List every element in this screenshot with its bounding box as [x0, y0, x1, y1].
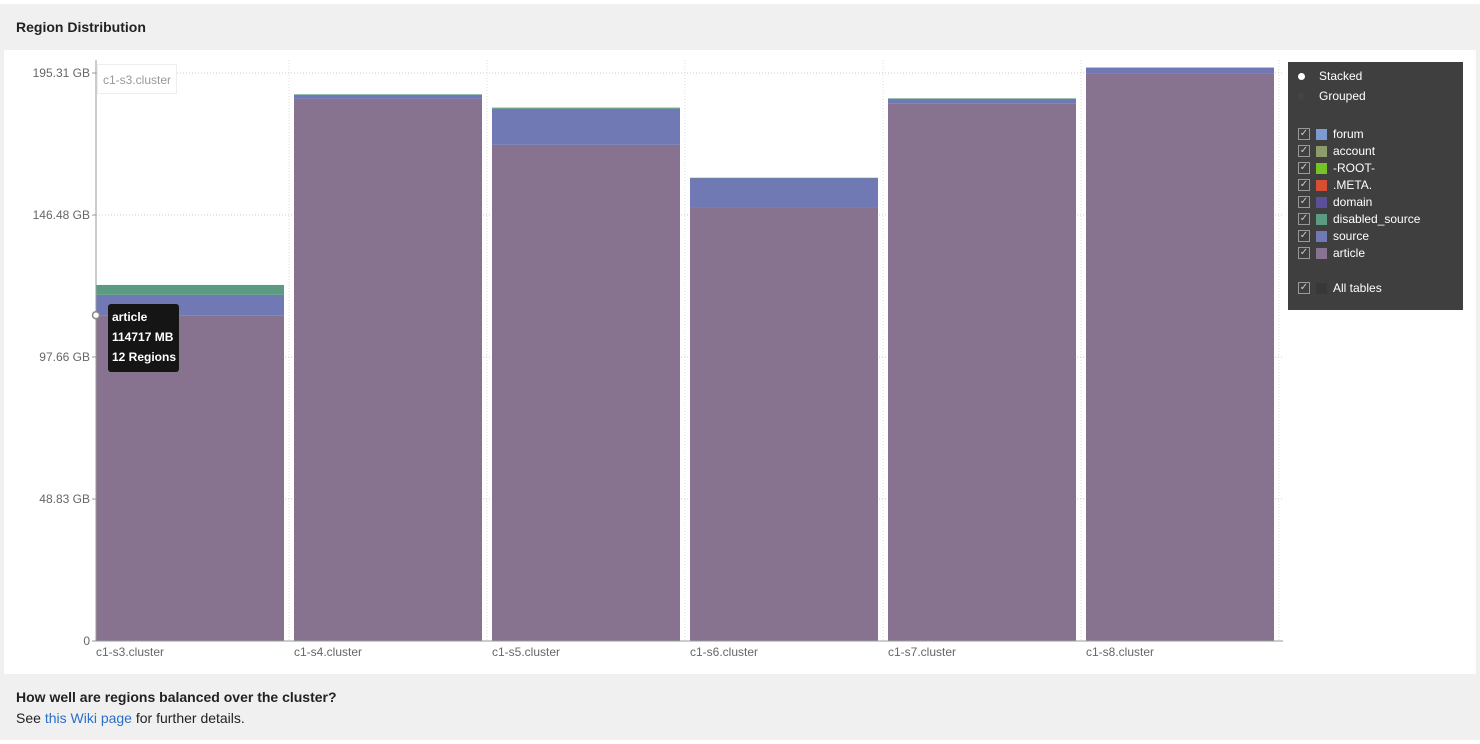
- panel-header: Region Distribution: [4, 4, 1476, 50]
- mode-label: Stacked: [1319, 69, 1363, 83]
- legend-label: article: [1333, 246, 1366, 260]
- checkbox-icon[interactable]: ✓: [1298, 247, 1310, 259]
- bar-segment-article: [690, 207, 878, 642]
- legend-item-source[interactable]: ✓ source: [1298, 228, 1369, 244]
- legend-item-article[interactable]: ✓ article: [1298, 245, 1365, 261]
- checkbox-icon[interactable]: ✓: [1298, 213, 1310, 225]
- color-swatch: [1316, 230, 1327, 242]
- tooltip: article 114717 MB 12 Regions: [108, 304, 179, 372]
- wiki-link[interactable]: this Wiki page: [44, 710, 132, 726]
- checkbox-icon[interactable]: ✓: [1298, 162, 1310, 174]
- tooltip-regions: 12 Regions: [112, 350, 177, 364]
- panel-title: Region Distribution: [16, 19, 146, 35]
- legend-item-domain[interactable]: ✓ domain: [1298, 194, 1372, 210]
- x-tick-label: c1-s5.cluster: [492, 645, 560, 659]
- x-tick-label: c1-s4.cluster: [294, 645, 362, 659]
- legend-item-all-tables[interactable]: ✓ All tables: [1298, 280, 1382, 296]
- legend-label: All tables: [1333, 281, 1382, 295]
- legend-label: disabled_source: [1333, 212, 1421, 226]
- mode-grouped[interactable]: Grouped: [1298, 88, 1366, 104]
- bar-segment-disabled-source: [96, 284, 284, 295]
- y-tick-label: 97.66 GB: [39, 350, 90, 364]
- bar-segment-source: [690, 178, 878, 208]
- bar-segment-article: [294, 98, 482, 641]
- mode-stacked[interactable]: Stacked: [1298, 68, 1362, 84]
- bar-segment-article: [1086, 73, 1274, 641]
- legend-panel: Stacked Grouped ✓ forum ✓ account ✓ -ROOT- ✓ .MET…: [1288, 62, 1463, 310]
- bar-segment-article: [888, 103, 1076, 642]
- checkbox-icon[interactable]: ✓: [1298, 128, 1310, 140]
- bar-segment-article: [492, 144, 680, 641]
- bar-segment-disabled-source: [888, 98, 1076, 99]
- legend-label: domain: [1333, 195, 1373, 209]
- legend-label: -ROOT-: [1333, 161, 1375, 175]
- bar-segment-disabled-source: [294, 94, 482, 95]
- bar-segment-disabled-source: [690, 177, 878, 179]
- checkbox-icon[interactable]: ✓: [1298, 145, 1310, 157]
- bar-segment-disabled-source: [1086, 67, 1274, 69]
- legend-item-disabled_source[interactable]: ✓ disabled_source: [1298, 211, 1420, 227]
- legend-label: source: [1333, 229, 1370, 243]
- color-swatch: [1316, 213, 1327, 225]
- legend-label: account: [1333, 144, 1376, 158]
- x-tick-label: c1-s6.cluster: [690, 645, 758, 659]
- legend-item-forum[interactable]: ✓ forum: [1298, 126, 1364, 142]
- radio-icon[interactable]: [1298, 92, 1305, 100]
- legend-item-root[interactable]: ✓ -ROOT-: [1298, 160, 1375, 176]
- bar-segment-disabled-source: [492, 107, 680, 109]
- y-tick-label: 48.83 GB: [39, 492, 90, 506]
- legend-item-meta[interactable]: ✓ .META.: [1298, 177, 1372, 193]
- tooltip-value: 114717 MB: [112, 330, 174, 344]
- bar-segment-source: [1086, 67, 1274, 74]
- color-swatch: [1316, 162, 1327, 174]
- checkbox-icon[interactable]: ✓: [1298, 282, 1310, 294]
- color-swatch: [1316, 282, 1327, 294]
- checkbox-icon[interactable]: ✓: [1298, 230, 1310, 242]
- panel-border-right: [1476, 4, 1480, 740]
- footer-details: See this Wiki page for further details.: [16, 710, 245, 726]
- x-tick-label: c1-s8.cluster: [1086, 645, 1154, 659]
- panel-footer: How well are regions balanced over the c…: [4, 674, 1476, 740]
- hover-annotation: c1-s3.cluster: [97, 64, 177, 94]
- mode-label: Grouped: [1319, 89, 1366, 103]
- checkbox-icon[interactable]: ✓: [1298, 196, 1310, 208]
- y-tick-label: 195.31 GB: [33, 66, 90, 80]
- x-tick-label: c1-s7.cluster: [888, 645, 956, 659]
- bar-segment-source: [888, 98, 1076, 104]
- y-tick-label: 146.48 GB: [33, 208, 90, 222]
- x-tick-label: c1-s3.cluster: [96, 645, 164, 659]
- legend-label: forum: [1333, 127, 1364, 141]
- radio-icon[interactable]: [1298, 72, 1305, 80]
- footer-question: How well are regions balanced over the c…: [16, 689, 337, 705]
- footer-see: See: [16, 710, 45, 726]
- bar-segment-source: [492, 108, 680, 145]
- color-swatch: [1316, 128, 1327, 140]
- legend-label: .META.: [1333, 178, 1373, 192]
- tooltip-series: article: [112, 310, 148, 324]
- bar-segment-source: [294, 94, 482, 99]
- legend-item-account[interactable]: ✓ account: [1298, 143, 1375, 159]
- checkbox-icon[interactable]: ✓: [1298, 179, 1310, 191]
- color-swatch: [1316, 179, 1327, 191]
- hover-point: [91, 310, 101, 320]
- panel-border-left: [0, 4, 4, 740]
- color-swatch: [1316, 196, 1327, 208]
- footer-rest: for further details.: [131, 710, 245, 726]
- color-swatch: [1316, 145, 1327, 157]
- y-tick-label: 0: [83, 634, 90, 648]
- color-swatch: [1316, 247, 1327, 259]
